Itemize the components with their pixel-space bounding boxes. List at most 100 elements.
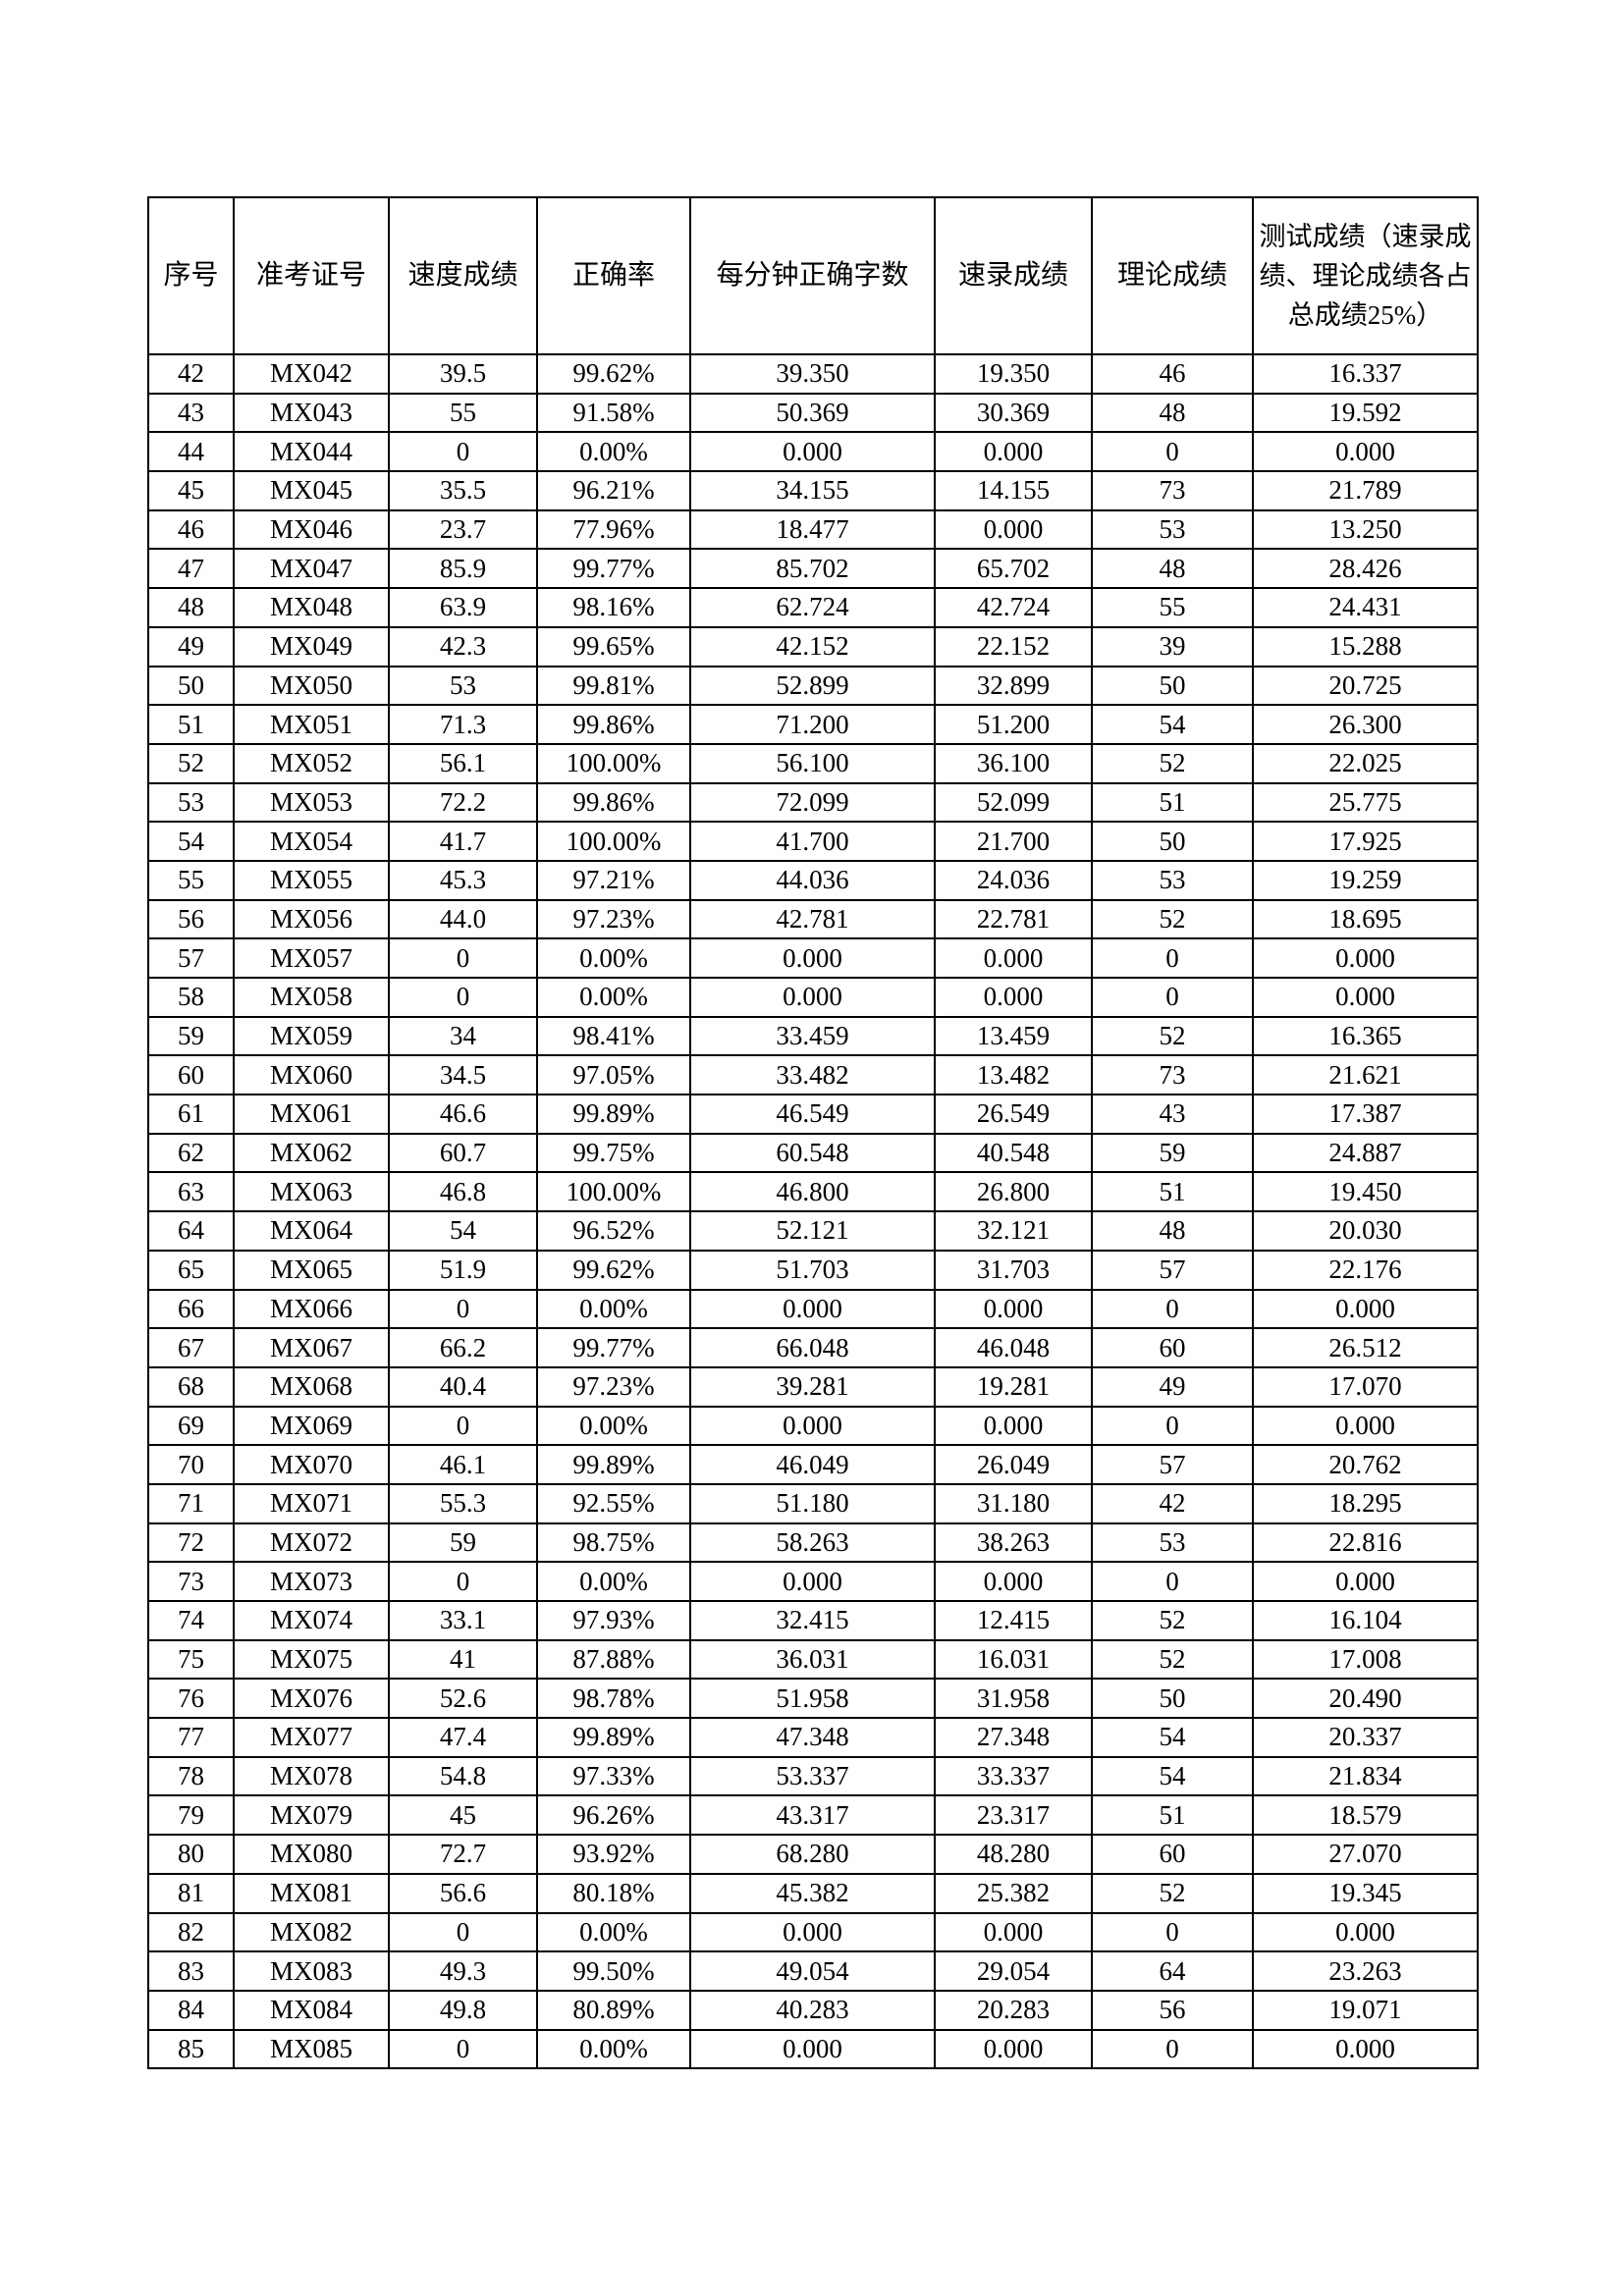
cell-theory-score: 46 (1091, 353, 1254, 395)
cell-seq: 70 (147, 1444, 235, 1485)
header-speed-score: 速度成绩 (388, 196, 538, 355)
table-row: 72 MX072 59 98.75% 58.263 38.263 53 22.816 (147, 1522, 1479, 1564)
cell-speed-score: 46.1 (388, 1444, 538, 1485)
table-row: 83 MX083 49.3 99.50% 49.054 29.054 64 23.263 (147, 1950, 1479, 1992)
cell-shorthand-score: 26.800 (934, 1171, 1093, 1213)
cell-seq: 79 (147, 1794, 235, 1837)
cell-accuracy: 87.88% (536, 1638, 691, 1681)
cell-accuracy: 0.00% (536, 2028, 691, 2070)
cell-test-score: 22.025 (1252, 742, 1479, 784)
header-correct-chars-per-minute: 每分钟正确字数 (689, 196, 936, 355)
cell-test-score: 0.000 (1252, 937, 1479, 979)
cell-test-score: 0.000 (1252, 1288, 1479, 1330)
cell-theory-score: 60 (1091, 1327, 1254, 1368)
cell-shorthand-score: 21.700 (934, 821, 1093, 862)
cell-theory-score: 0 (1091, 937, 1254, 979)
cell-seq: 68 (147, 1365, 235, 1408)
cell-speed-score: 0 (388, 977, 538, 1018)
cell-shorthand-score: 0.000 (934, 431, 1093, 473)
cell-accuracy: 99.62% (536, 353, 691, 395)
cell-seq: 78 (147, 1755, 235, 1797)
cell-correct-chars-per-minute: 0.000 (689, 977, 936, 1018)
cell-exam-id: MX067 (233, 1327, 390, 1368)
cell-exam-id: MX055 (233, 859, 390, 901)
cell-accuracy: 97.05% (536, 1054, 691, 1096)
cell-test-score: 21.789 (1252, 470, 1479, 511)
cell-seq: 51 (147, 704, 235, 745)
table-row: 73 MX073 0 0.00% 0.000 0.000 0 0.000 (147, 1561, 1479, 1602)
cell-test-score: 24.887 (1252, 1132, 1479, 1174)
cell-seq: 85 (147, 2028, 235, 2070)
cell-accuracy: 0.00% (536, 1288, 691, 1330)
cell-shorthand-score: 40.548 (934, 1132, 1093, 1174)
cell-shorthand-score: 0.000 (934, 977, 1093, 1018)
cell-test-score: 20.030 (1252, 1210, 1479, 1252)
cell-accuracy: 98.16% (536, 587, 691, 628)
cell-accuracy: 80.18% (536, 1872, 691, 1914)
cell-speed-score: 42.3 (388, 625, 538, 667)
cell-shorthand-score: 36.100 (934, 742, 1093, 784)
cell-test-score: 0.000 (1252, 2028, 1479, 2070)
header-seq: 序号 (147, 196, 235, 355)
cell-speed-score: 72.2 (388, 781, 538, 824)
cell-shorthand-score: 52.099 (934, 781, 1093, 824)
cell-shorthand-score: 31.703 (934, 1249, 1093, 1291)
cell-seq: 48 (147, 587, 235, 628)
cell-shorthand-score: 16.031 (934, 1638, 1093, 1681)
cell-accuracy: 0.00% (536, 1911, 691, 1953)
cell-theory-score: 52 (1091, 1872, 1254, 1914)
cell-theory-score: 54 (1091, 1755, 1254, 1797)
cell-speed-score: 0 (388, 1911, 538, 1953)
cell-exam-id: MX050 (233, 665, 390, 707)
cell-correct-chars-per-minute: 45.382 (689, 1872, 936, 1914)
cell-seq: 56 (147, 898, 235, 940)
cell-theory-score: 52 (1091, 898, 1254, 940)
cell-test-score: 0.000 (1252, 1405, 1479, 1447)
cell-exam-id: MX058 (233, 977, 390, 1018)
cell-shorthand-score: 13.482 (934, 1054, 1093, 1096)
cell-correct-chars-per-minute: 0.000 (689, 431, 936, 473)
cell-correct-chars-per-minute: 50.369 (689, 392, 936, 434)
cell-exam-id: MX056 (233, 898, 390, 940)
cell-correct-chars-per-minute: 52.121 (689, 1210, 936, 1252)
cell-speed-score: 40.4 (388, 1365, 538, 1408)
cell-shorthand-score: 31.180 (934, 1482, 1093, 1524)
cell-test-score: 16.365 (1252, 1015, 1479, 1057)
cell-accuracy: 99.77% (536, 1327, 691, 1368)
cell-speed-score: 23.7 (388, 508, 538, 551)
cell-accuracy: 80.89% (536, 1989, 691, 2031)
cell-theory-score: 52 (1091, 1600, 1254, 1641)
cell-speed-score: 45.3 (388, 859, 538, 901)
cell-seq: 81 (147, 1872, 235, 1914)
cell-exam-id: MX049 (233, 625, 390, 667)
cell-test-score: 16.104 (1252, 1600, 1479, 1641)
cell-exam-id: MX060 (233, 1054, 390, 1096)
cell-seq: 82 (147, 1911, 235, 1953)
cell-test-score: 17.070 (1252, 1365, 1479, 1408)
cell-theory-score: 56 (1091, 1989, 1254, 2031)
cell-speed-score: 0 (388, 1561, 538, 1602)
cell-accuracy: 97.33% (536, 1755, 691, 1797)
cell-shorthand-score: 33.337 (934, 1755, 1093, 1797)
cell-speed-score: 71.3 (388, 704, 538, 745)
cell-shorthand-score: 0.000 (934, 1288, 1093, 1330)
cell-test-score: 0.000 (1252, 1911, 1479, 1953)
table-row: 54 MX054 41.7 100.00% 41.700 21.700 50 17.925 (147, 821, 1479, 862)
cell-theory-score: 64 (1091, 1950, 1254, 1992)
cell-accuracy: 100.00% (536, 742, 691, 784)
cell-correct-chars-per-minute: 68.280 (689, 1834, 936, 1875)
cell-correct-chars-per-minute: 66.048 (689, 1327, 936, 1368)
cell-test-score: 15.288 (1252, 625, 1479, 667)
cell-test-score: 19.592 (1252, 392, 1479, 434)
cell-test-score: 18.695 (1252, 898, 1479, 940)
cell-exam-id: MX072 (233, 1522, 390, 1564)
cell-accuracy: 100.00% (536, 821, 691, 862)
cell-exam-id: MX080 (233, 1834, 390, 1875)
cell-test-score: 19.450 (1252, 1171, 1479, 1213)
table-row: 63 MX063 46.8 100.00% 46.800 26.800 51 19.450 (147, 1171, 1479, 1213)
cell-exam-id: MX051 (233, 704, 390, 745)
cell-accuracy: 99.62% (536, 1249, 691, 1291)
table-row: 84 MX084 49.8 80.89% 40.283 20.283 56 19.071 (147, 1989, 1479, 2031)
cell-exam-id: MX046 (233, 508, 390, 551)
cell-correct-chars-per-minute: 33.459 (689, 1015, 936, 1057)
